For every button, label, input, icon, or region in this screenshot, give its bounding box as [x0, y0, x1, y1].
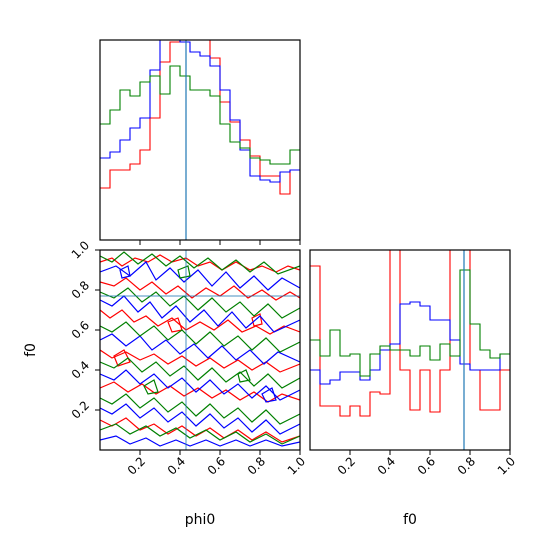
contour-path	[119, 265, 131, 279]
contour-frame	[99, 249, 301, 451]
contour-path	[100, 403, 300, 435]
phi0-f0-contour-panel: 0.2 0.4 0.6 0.8 1.0 0.2 0.4 0.6 0.8 1.0 phi0 f0	[23, 238, 308, 528]
contour-path	[100, 277, 300, 301]
x-tick-label: 0.4	[165, 454, 188, 477]
y-tick-label: 1.0	[69, 238, 92, 261]
f0-histogram-panel: 0.2 0.4 0.6 0.8 1.0 f0	[309, 249, 518, 528]
x-tick-label: 0.2	[335, 454, 358, 477]
contour-path	[100, 423, 300, 445]
phi0-histogram-ticks	[139, 240, 301, 245]
contour-path	[100, 261, 300, 291]
histogram-series-0	[100, 40, 300, 195]
x-tick-label: 1.0	[285, 454, 308, 477]
f0-histogram-x-ticks: 0.2 0.4 0.6 0.8 1.0	[335, 450, 518, 478]
y-axis-label-f0: f0	[23, 343, 39, 357]
y-tick-label: 0.2	[69, 398, 92, 421]
x-tick-label: 0.6	[415, 454, 438, 477]
contour-path	[100, 357, 300, 389]
x-axis-label-f0: f0	[403, 512, 417, 528]
contour-path	[261, 387, 277, 403]
contour-path	[100, 349, 300, 373]
x-tick-label: 0.8	[245, 454, 268, 477]
histogram-series-2	[310, 269, 510, 377]
contour-path	[100, 417, 300, 443]
red-contours	[100, 254, 300, 443]
f0-histogram-series	[310, 250, 510, 417]
x-tick-label: 1.0	[495, 454, 518, 477]
phi0-histogram-panel	[99, 39, 301, 245]
contour-path	[143, 379, 159, 395]
green-contours	[100, 251, 300, 445]
contour-path	[251, 313, 263, 327]
contour-path	[100, 287, 300, 319]
phi0-histogram-frame	[99, 39, 301, 241]
contour-x-ticks: 0.2 0.4 0.6 0.8 1.0	[125, 450, 308, 478]
y-tick-label: 0.4	[69, 358, 92, 381]
histogram-series-1	[100, 40, 300, 183]
f0-histogram-frame	[309, 249, 511, 451]
x-tick-label: 0.8	[455, 454, 478, 477]
contour-path	[100, 381, 300, 403]
contour-path	[100, 254, 300, 273]
contour-path	[100, 309, 300, 335]
contour-path	[100, 321, 300, 353]
contour-path	[100, 295, 300, 333]
x-tick-label: 0.4	[375, 454, 398, 477]
contour-path	[113, 349, 131, 367]
contour-path	[100, 251, 300, 275]
contour-path	[100, 435, 300, 447]
contour-path	[237, 369, 251, 383]
contour-lines	[100, 251, 300, 447]
y-tick-label: 0.6	[69, 318, 92, 341]
x-axis-label-phi0: phi0	[185, 512, 216, 528]
contour-path	[100, 369, 300, 401]
contour-y-ticks: 0.2 0.4 0.6 0.8 1.0	[69, 238, 100, 422]
contour-path	[100, 333, 300, 365]
x-tick-label: 0.6	[205, 454, 228, 477]
contour-path	[177, 265, 191, 279]
phi0-histogram-series	[100, 40, 300, 195]
y-tick-label: 0.8	[69, 278, 92, 301]
x-tick-label: 0.2	[125, 454, 148, 477]
histogram-series-2	[100, 65, 300, 165]
contour-path	[100, 393, 300, 425]
blue-contours	[100, 261, 300, 447]
histogram-series-1	[310, 301, 510, 385]
